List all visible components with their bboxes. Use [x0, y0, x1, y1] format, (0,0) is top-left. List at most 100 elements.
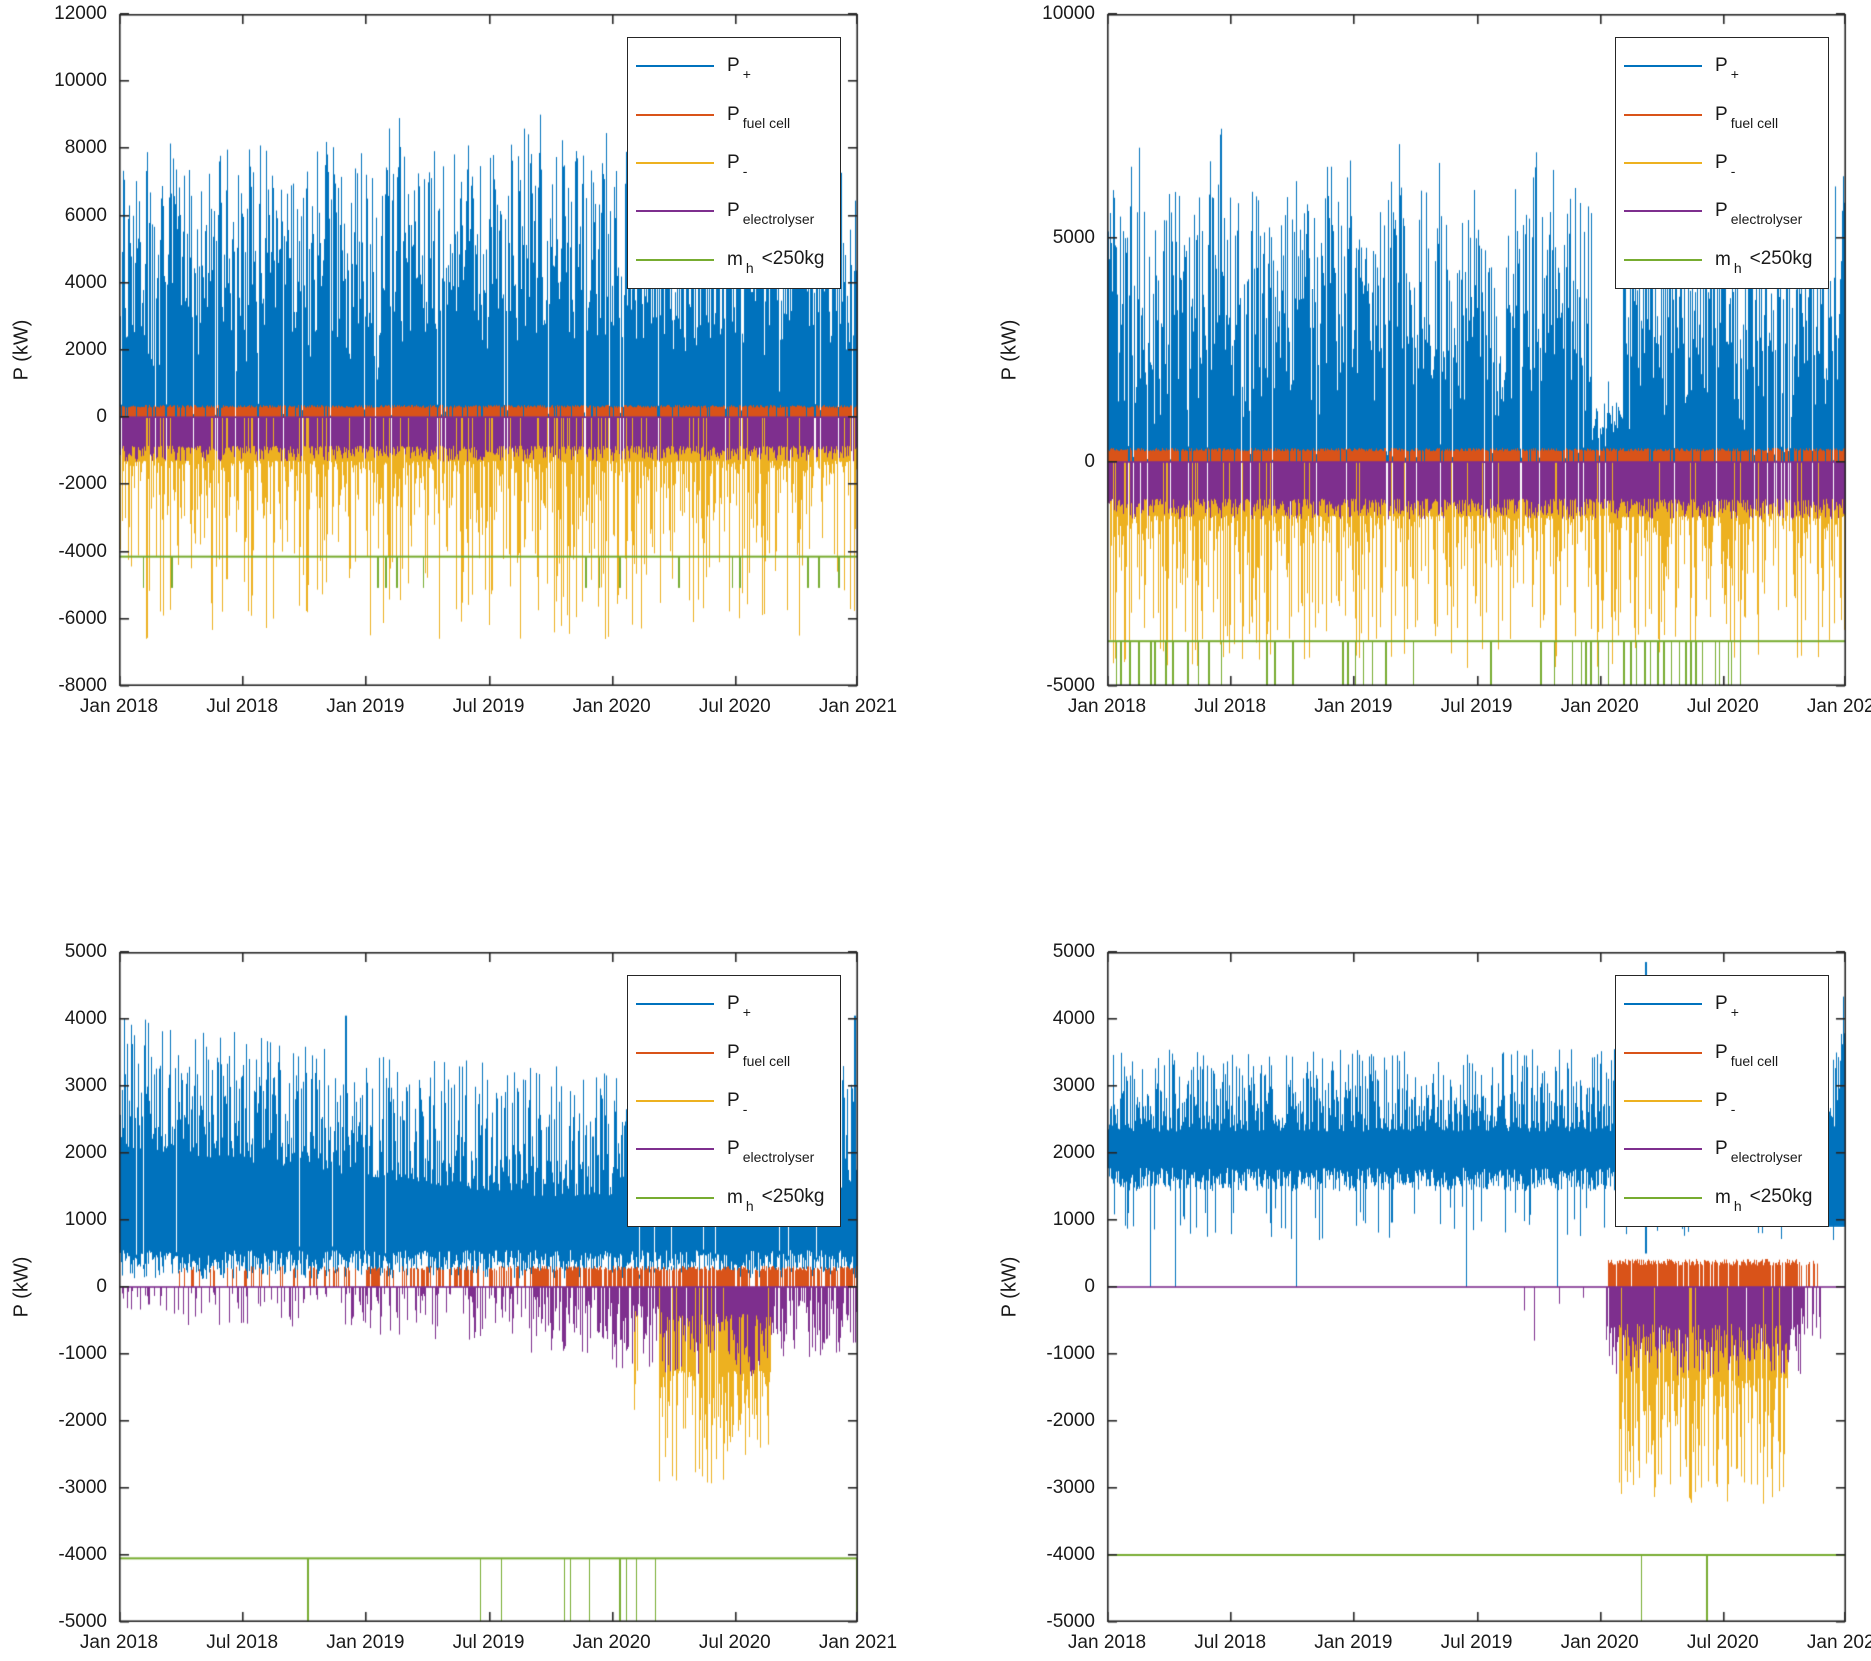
legend-label-main: P [727, 55, 740, 77]
legend-label-main: P [1715, 1138, 1728, 1160]
legend-label-main: P [727, 993, 740, 1015]
legend-label-subscript: + [1730, 1004, 1739, 1021]
legend-line-p-fuel-cell [1624, 113, 1702, 116]
y-tick-label: 12000 [54, 3, 107, 24]
legend-label-main: P [1715, 55, 1728, 77]
y-tick-label: -1000 [1046, 1343, 1095, 1364]
legend-entry-m-h: m h <250kg [628, 1186, 840, 1214]
y-tick-label: 2000 [64, 1142, 107, 1163]
legend-line-p-minus [1624, 1099, 1702, 1102]
legend-label-main: m [727, 1186, 743, 1208]
legend-line-p-plus [636, 1003, 714, 1006]
legend-label-suffix: <250kg [761, 247, 825, 269]
legend-entry-p-minus: P- [628, 152, 840, 179]
y-tick-label: -6000 [58, 607, 107, 629]
y-tick-label: 0 [96, 406, 107, 428]
legend-label-subscript: + [742, 1004, 751, 1021]
x-tick-label: Jul 2019 [1440, 1632, 1513, 1653]
legend-label-m-h: m h <250kg [727, 1186, 825, 1214]
x-tick-label: Jan 2018 [79, 1632, 159, 1653]
legend-line-p-electrolyser [636, 210, 714, 213]
legend-label-main: m [1715, 1186, 1731, 1208]
legend-line-p-fuel-cell [636, 113, 714, 116]
legend-line-p-plus [636, 65, 714, 68]
legend-line-p-minus [1624, 161, 1702, 164]
x-tick-label: Jul 2020 [698, 1632, 771, 1653]
chart-bottom-right: P (kW) -5000 -4000 -3000 -2000 -1000 0 1000 2000… [936, 831, 1871, 1661]
plot-area-bottom-right [936, 831, 1871, 1661]
y-tick-label: -2000 [1046, 1410, 1095, 1431]
legend-label-p-minus: P- [727, 152, 747, 179]
y-tick-label: -8000 [58, 675, 107, 696]
x-tick-label: Jul 2018 [1194, 696, 1267, 717]
x-tick-label: Jul 2019 [452, 696, 525, 717]
y-tick-label: -1000 [58, 1343, 107, 1364]
y-tick-label: 10000 [1042, 3, 1095, 24]
legend-line-p-electrolyser [1624, 210, 1702, 213]
y-tick-label: -5000 [1046, 1611, 1095, 1632]
x-tick-label: Jan 2019 [1314, 1632, 1393, 1653]
y-tick-label: 2000 [64, 339, 107, 360]
x-tick-label: Jul 2020 [1686, 1632, 1759, 1653]
legend-label-main: P [1715, 1041, 1728, 1063]
legend-line-p-minus [636, 161, 714, 164]
y-tick-label: -4000 [58, 1544, 107, 1565]
legend-entry-p-minus: P- [628, 1090, 840, 1117]
legend-label-main: P [1715, 1089, 1728, 1111]
legend-label-main: P [1715, 151, 1728, 173]
legend-line-m-h [636, 1196, 714, 1199]
legend-entry-m-h: m h <250kg [1616, 247, 1828, 276]
legend-label-subscript: h [745, 1197, 754, 1214]
legend-label-subscript: + [1730, 66, 1739, 83]
legend-label-p-minus: P- [727, 1090, 747, 1117]
y-axis-label: P (kW) [10, 1256, 33, 1318]
chart-bottom-left: P (kW) -5000 -4000 -3000 -2000 -1000 0 1000 2000… [0, 831, 936, 1661]
y-tick-label: -5000 [58, 1611, 107, 1632]
legend-entry-p-plus: P + [628, 993, 840, 1020]
legend-label-main: P [727, 1041, 740, 1063]
y-tick-label: 1000 [64, 1209, 107, 1230]
y-tick-label: -2000 [58, 1410, 107, 1431]
legend-label-subscript: fuel cell [1730, 114, 1779, 131]
legend-label-main: m [727, 248, 743, 270]
legend-label-subscript: - [742, 1100, 748, 1117]
y-axis-label: P (kW) [10, 319, 33, 381]
legend-entry-m-h: m h <250kg [1616, 1185, 1828, 1214]
x-tick-label: Jul 2020 [1686, 696, 1759, 717]
legend-label-suffix: <250kg [1749, 1185, 1813, 1207]
legend-label-subscript: fuel cell [742, 1052, 791, 1069]
y-tick-label: 2000 [1052, 1142, 1095, 1163]
legend-line-p-fuel-cell [636, 1051, 714, 1054]
legend-label-m-h: m h <250kg [1715, 1185, 1813, 1214]
y-tick-label: 4000 [64, 271, 107, 293]
legend-entry-p-minus: P- [1616, 1089, 1828, 1117]
legend-line-p-electrolyser [1624, 1148, 1702, 1151]
legend-label-subscript: fuel cell [742, 114, 791, 131]
y-tick-label: -4000 [58, 540, 107, 562]
legend-label-subscript: electrolyser [742, 1149, 815, 1166]
legend-label-main: m [1715, 248, 1731, 270]
legend-label-suffix: <250kg [1749, 247, 1813, 269]
x-tick-label: Jan 2018 [79, 696, 159, 717]
legend-label-main: P [727, 200, 740, 222]
y-tick-label: 3000 [1052, 1075, 1095, 1096]
legend-label-subscript: h [1733, 1197, 1742, 1214]
legend-entry-p-plus: P + [628, 55, 840, 82]
x-tick-label: Jan 2019 [326, 696, 405, 717]
legend-label-subscript: h [1733, 259, 1742, 276]
legend-label-subscript: - [742, 162, 748, 179]
legend-line-p-plus [1624, 65, 1702, 68]
x-tick-label: Jan 2020 [1560, 696, 1639, 717]
y-tick-label: 4000 [1052, 1008, 1095, 1029]
